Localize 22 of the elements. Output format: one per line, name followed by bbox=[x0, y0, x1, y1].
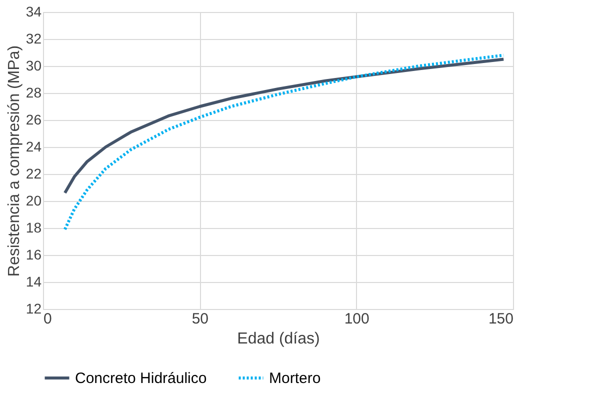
x-axis-title: Edad (días) bbox=[237, 330, 320, 348]
y-tick-label: 12 bbox=[26, 300, 42, 316]
y-tick-label: 28 bbox=[26, 84, 42, 100]
y-axis-title: Resistencia a compresión (MPa) bbox=[6, 45, 23, 277]
y-tick-label: 18 bbox=[26, 220, 42, 236]
line-series bbox=[63, 58, 506, 194]
y-tick-label: 20 bbox=[26, 192, 42, 208]
x-tick-label: 150 bbox=[488, 310, 514, 328]
legend-label: Concreto Hidráulico bbox=[75, 370, 207, 387]
y-tick-label: 22 bbox=[26, 166, 42, 182]
y-tick-label: 34 bbox=[26, 4, 42, 20]
y-tick-label: 26 bbox=[26, 112, 42, 128]
x-tick-label: 50 bbox=[192, 310, 209, 328]
y-tick-label: 30 bbox=[26, 58, 42, 74]
legend-label: Mortero bbox=[269, 370, 321, 387]
x-tick-label: 100 bbox=[344, 310, 370, 328]
y-tick-label: 16 bbox=[26, 246, 42, 262]
x-tick-label: 0 bbox=[44, 310, 52, 328]
line-series bbox=[63, 54, 506, 231]
y-tick-label: 14 bbox=[26, 274, 42, 290]
y-tick-label: 32 bbox=[26, 30, 42, 46]
y-tick-label: 24 bbox=[26, 138, 42, 154]
